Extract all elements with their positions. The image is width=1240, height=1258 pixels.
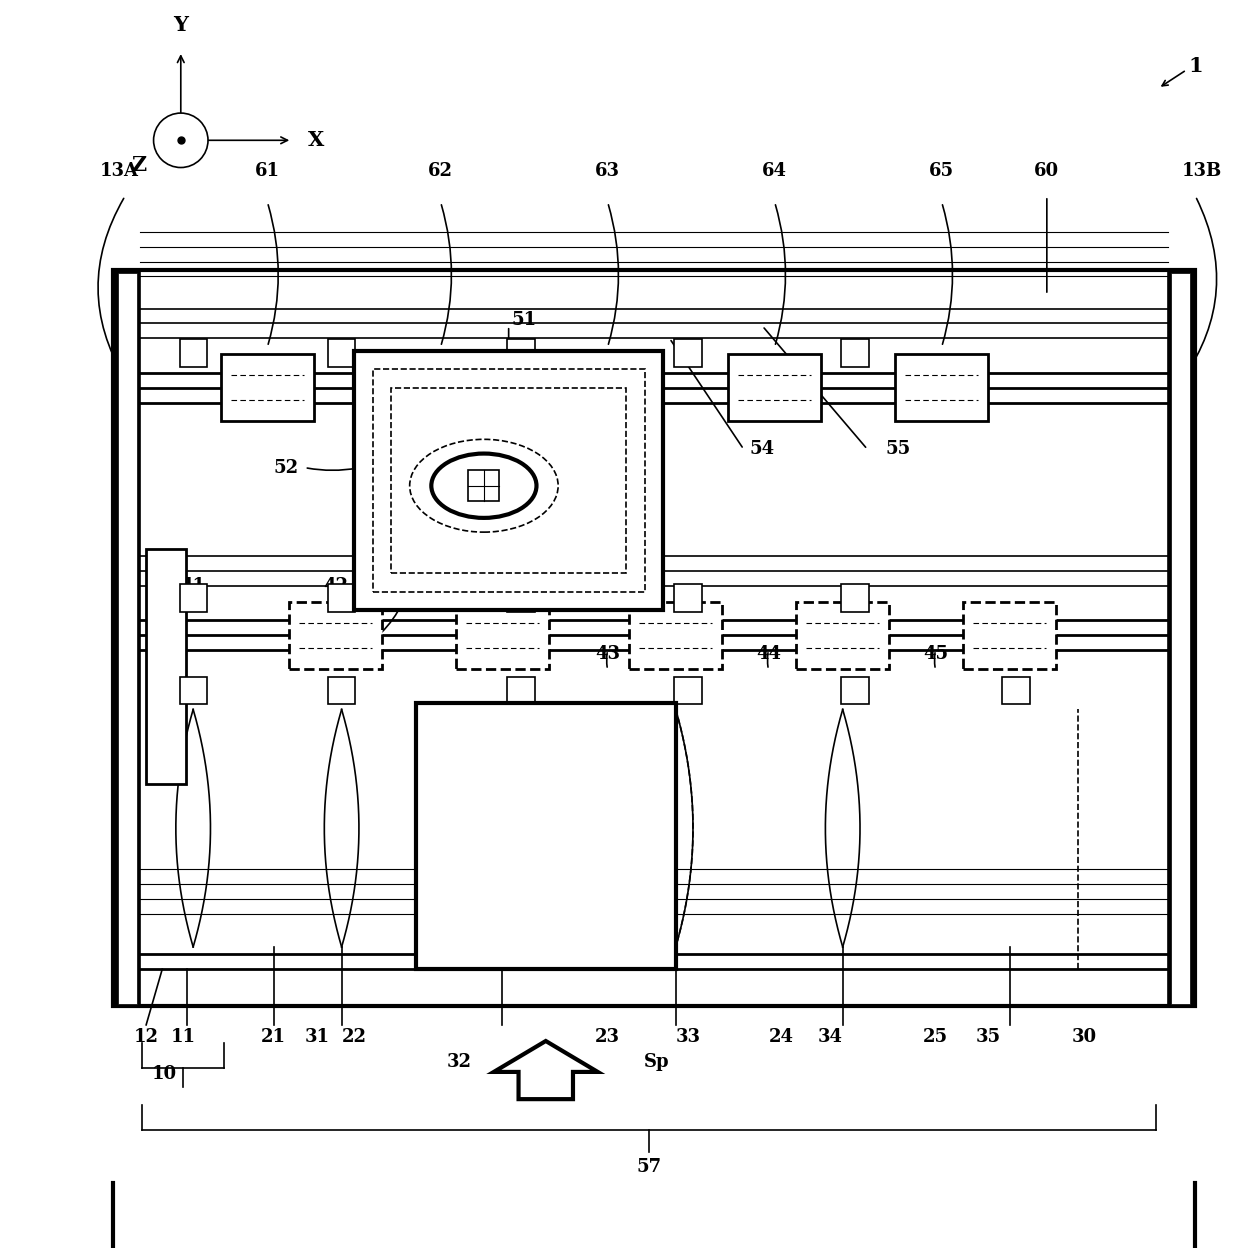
Bar — [675, 585, 702, 611]
Text: 22: 22 — [341, 1028, 367, 1047]
Bar — [469, 470, 500, 501]
Bar — [562, 355, 653, 421]
Text: 1: 1 — [1188, 57, 1203, 75]
Bar — [675, 340, 702, 367]
Text: 50: 50 — [150, 614, 175, 632]
Bar — [1171, 273, 1190, 1004]
Text: 51: 51 — [512, 311, 537, 328]
Bar — [895, 355, 988, 421]
Text: Sp: Sp — [645, 1053, 670, 1071]
Bar — [180, 340, 207, 367]
Text: 52: 52 — [273, 459, 299, 477]
Bar — [353, 351, 663, 610]
Polygon shape — [494, 1042, 598, 1099]
Text: Z: Z — [131, 155, 146, 175]
Text: 53: 53 — [353, 633, 379, 650]
Text: 25: 25 — [923, 1028, 949, 1047]
Bar — [629, 601, 722, 668]
Bar — [1002, 677, 1029, 704]
Text: 21: 21 — [262, 1028, 286, 1047]
Text: 11: 11 — [171, 1028, 196, 1047]
Bar — [507, 340, 534, 367]
Text: 33: 33 — [676, 1028, 701, 1047]
Text: 32: 32 — [446, 1053, 471, 1071]
Bar — [113, 270, 1195, 1006]
Bar — [394, 355, 487, 421]
Text: 60: 60 — [1034, 162, 1059, 180]
Bar — [391, 387, 626, 574]
Bar — [113, 270, 140, 1006]
Bar — [146, 548, 186, 784]
Bar — [329, 677, 355, 704]
Text: 61: 61 — [255, 162, 280, 180]
Bar — [415, 703, 676, 969]
Bar — [329, 340, 355, 367]
Bar — [289, 601, 382, 668]
Text: 30: 30 — [1071, 1028, 1096, 1047]
Bar — [180, 677, 207, 704]
Bar — [675, 677, 702, 704]
Text: Y: Y — [174, 15, 188, 35]
Bar — [842, 677, 869, 704]
Text: 12: 12 — [134, 1028, 159, 1047]
Text: 10: 10 — [153, 1066, 177, 1083]
Text: X: X — [309, 131, 325, 150]
Text: 62: 62 — [428, 162, 453, 180]
Text: 34: 34 — [818, 1028, 843, 1047]
Text: 57: 57 — [636, 1159, 662, 1176]
Bar — [728, 355, 821, 421]
Text: 45: 45 — [923, 645, 949, 663]
Text: 65: 65 — [929, 162, 955, 180]
Text: 44: 44 — [756, 645, 781, 663]
Text: 31: 31 — [304, 1028, 330, 1047]
Text: 42: 42 — [322, 576, 348, 595]
Bar — [118, 273, 138, 1004]
Text: 13A: 13A — [99, 162, 139, 180]
Bar — [963, 601, 1056, 668]
Bar — [329, 585, 355, 611]
Bar — [507, 585, 534, 611]
Text: 24: 24 — [769, 1028, 794, 1047]
Bar — [221, 355, 314, 421]
Bar — [372, 369, 645, 591]
Bar — [507, 677, 534, 704]
Text: 41: 41 — [181, 576, 206, 595]
Text: 55: 55 — [885, 440, 911, 458]
Bar — [456, 601, 549, 668]
Text: 35: 35 — [976, 1028, 1001, 1047]
Text: 54: 54 — [750, 440, 775, 458]
Bar — [180, 585, 207, 611]
Bar — [842, 585, 869, 611]
Text: 43: 43 — [595, 645, 620, 663]
Text: 64: 64 — [763, 162, 787, 180]
Bar — [842, 340, 869, 367]
Text: 23: 23 — [595, 1028, 620, 1047]
Circle shape — [154, 113, 208, 167]
Bar — [1168, 270, 1195, 1006]
Text: 13B: 13B — [1182, 162, 1221, 180]
Bar — [796, 601, 889, 668]
Text: 63: 63 — [595, 162, 620, 180]
